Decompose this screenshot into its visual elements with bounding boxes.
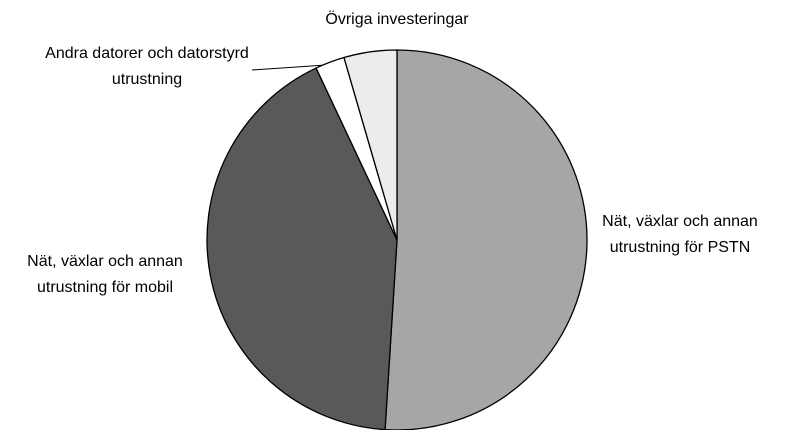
- pie-slice: [384, 49, 588, 430]
- slice-label: Andra datorer och datorstyrd utrustning: [45, 45, 249, 88]
- slice-label: Övriga investeringar: [325, 11, 469, 28]
- slice-label: Nät, växlar och annan utrustning för PST…: [602, 213, 758, 256]
- pie-slice: [206, 67, 398, 430]
- pie-slice: [343, 49, 398, 241]
- leader-line: [251, 64, 327, 71]
- slice-label: Nät, växlar och annan utrustning för mob…: [27, 253, 183, 296]
